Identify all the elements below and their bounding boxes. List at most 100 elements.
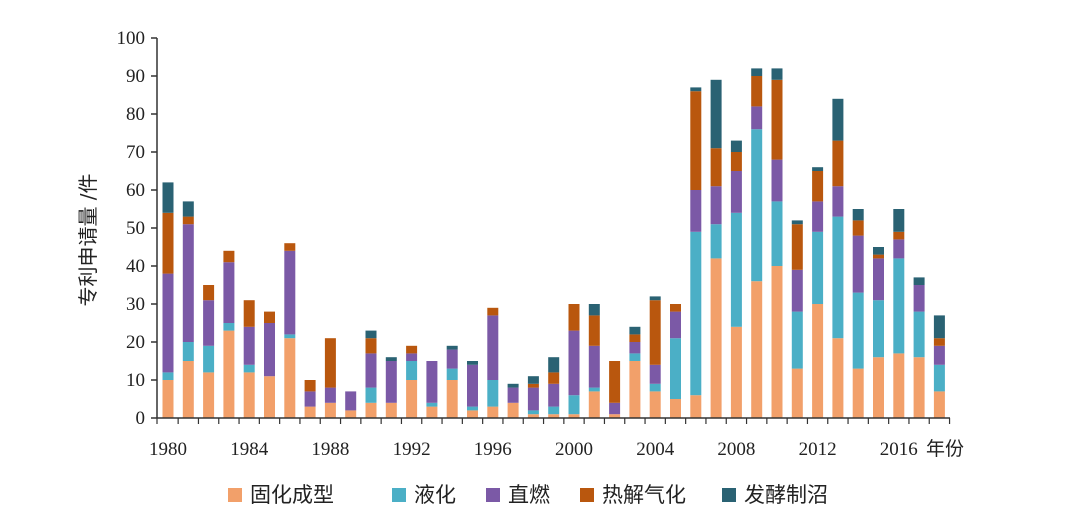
bar-segment (568, 304, 580, 331)
bar-segment (182, 201, 194, 217)
x-tick-label: 1984 (230, 439, 269, 460)
bar-segment (487, 307, 499, 316)
x-tick-label: 2008 (717, 439, 755, 460)
bar-segment (852, 209, 864, 221)
bar-segment (751, 129, 763, 282)
bar-segment (243, 372, 255, 418)
bar-segment (873, 254, 884, 259)
bars-layer (162, 68, 945, 418)
bar-segment (507, 383, 519, 388)
bar-segment (324, 402, 336, 418)
bar-segment (791, 269, 803, 312)
bar-segment (548, 406, 560, 415)
bar-segment (507, 387, 519, 403)
bar-segment (913, 311, 925, 358)
bar-segment (649, 383, 661, 392)
x-tick-label: 1988 (311, 439, 349, 460)
bar-segment (345, 410, 357, 418)
bar-segment (933, 345, 945, 365)
bar-segment (182, 224, 194, 342)
bar-segment (629, 334, 641, 342)
bar-segment (203, 345, 215, 373)
bar-segment (548, 357, 560, 373)
bar-segment (791, 368, 803, 418)
legend-swatch (228, 488, 242, 502)
bar-segment (548, 383, 560, 407)
bar-segment (527, 383, 539, 388)
bar-segment (527, 376, 539, 384)
bar-segment (588, 315, 600, 346)
bar-segment (730, 326, 742, 418)
bar-segment (365, 353, 377, 388)
y-tick-label: 20 (126, 332, 145, 353)
x-tick-label: 1996 (474, 439, 512, 460)
y-tick-label: 50 (126, 218, 145, 239)
y-tick-label: 0 (136, 408, 146, 429)
bar-segment (893, 231, 905, 240)
y-tick-label: 100 (117, 28, 146, 49)
bar-segment (812, 171, 824, 202)
bar-segment (649, 364, 661, 384)
bar-segment (487, 380, 499, 407)
bar-segment (284, 334, 296, 339)
y-tick-label: 60 (126, 180, 145, 201)
bar-segment (588, 391, 600, 418)
bar-segment (162, 372, 174, 380)
bar-segment (223, 262, 235, 323)
bar-segment (507, 402, 519, 418)
bar-segment (548, 372, 560, 384)
y-tick-label: 10 (126, 370, 145, 391)
bar-segment (487, 315, 499, 380)
bar-segment (426, 402, 438, 407)
bar-segment (264, 311, 275, 323)
x-tick-label: 2012 (799, 439, 837, 460)
x-tick-label: 1980 (149, 439, 187, 460)
bar-segment (588, 345, 600, 388)
bar-segment (791, 224, 803, 270)
legend-swatch (580, 488, 594, 502)
bar-segment (710, 148, 722, 187)
bar-segment (649, 391, 661, 418)
bar-segment (487, 406, 499, 418)
bar-segment (730, 152, 742, 171)
bar-segment (203, 372, 215, 418)
bar-segment (771, 79, 783, 160)
bar-segment (365, 402, 377, 418)
bar-segment (791, 220, 803, 225)
bar-segment (304, 391, 316, 407)
bar-segment (751, 281, 763, 418)
bar-segment (304, 380, 316, 392)
bar-segment (873, 258, 884, 301)
bar-segment (710, 258, 722, 418)
bar-segment (365, 330, 377, 339)
bar-segment (365, 338, 377, 354)
bar-segment (446, 368, 458, 380)
bar-segment (670, 399, 681, 418)
bar-segment (446, 345, 458, 350)
bar-segment (812, 304, 824, 418)
y-tick-label: 70 (126, 142, 145, 163)
bar-segment (609, 361, 621, 403)
bar-segment (933, 315, 945, 339)
bar-segment (873, 247, 884, 255)
bar-segment (406, 345, 418, 354)
x-tick-label: 2016 (880, 439, 918, 460)
bar-segment (832, 338, 844, 418)
bar-segment (385, 402, 397, 418)
bar-segment (223, 250, 235, 263)
bar-segment (527, 410, 539, 415)
bar-segment (832, 140, 844, 187)
bar-segment (264, 323, 275, 377)
bar-segment (243, 364, 255, 373)
x-axis-title: 年份 (926, 438, 964, 460)
y-tick-label: 90 (126, 66, 145, 87)
bar-segment (710, 79, 722, 149)
bar-segment (568, 414, 580, 418)
bar-segment (182, 342, 194, 361)
bar-segment (527, 414, 539, 418)
y-tick-label: 40 (126, 256, 145, 277)
bar-segment (690, 87, 702, 92)
legend-swatch (722, 488, 736, 502)
bar-segment (223, 323, 235, 331)
